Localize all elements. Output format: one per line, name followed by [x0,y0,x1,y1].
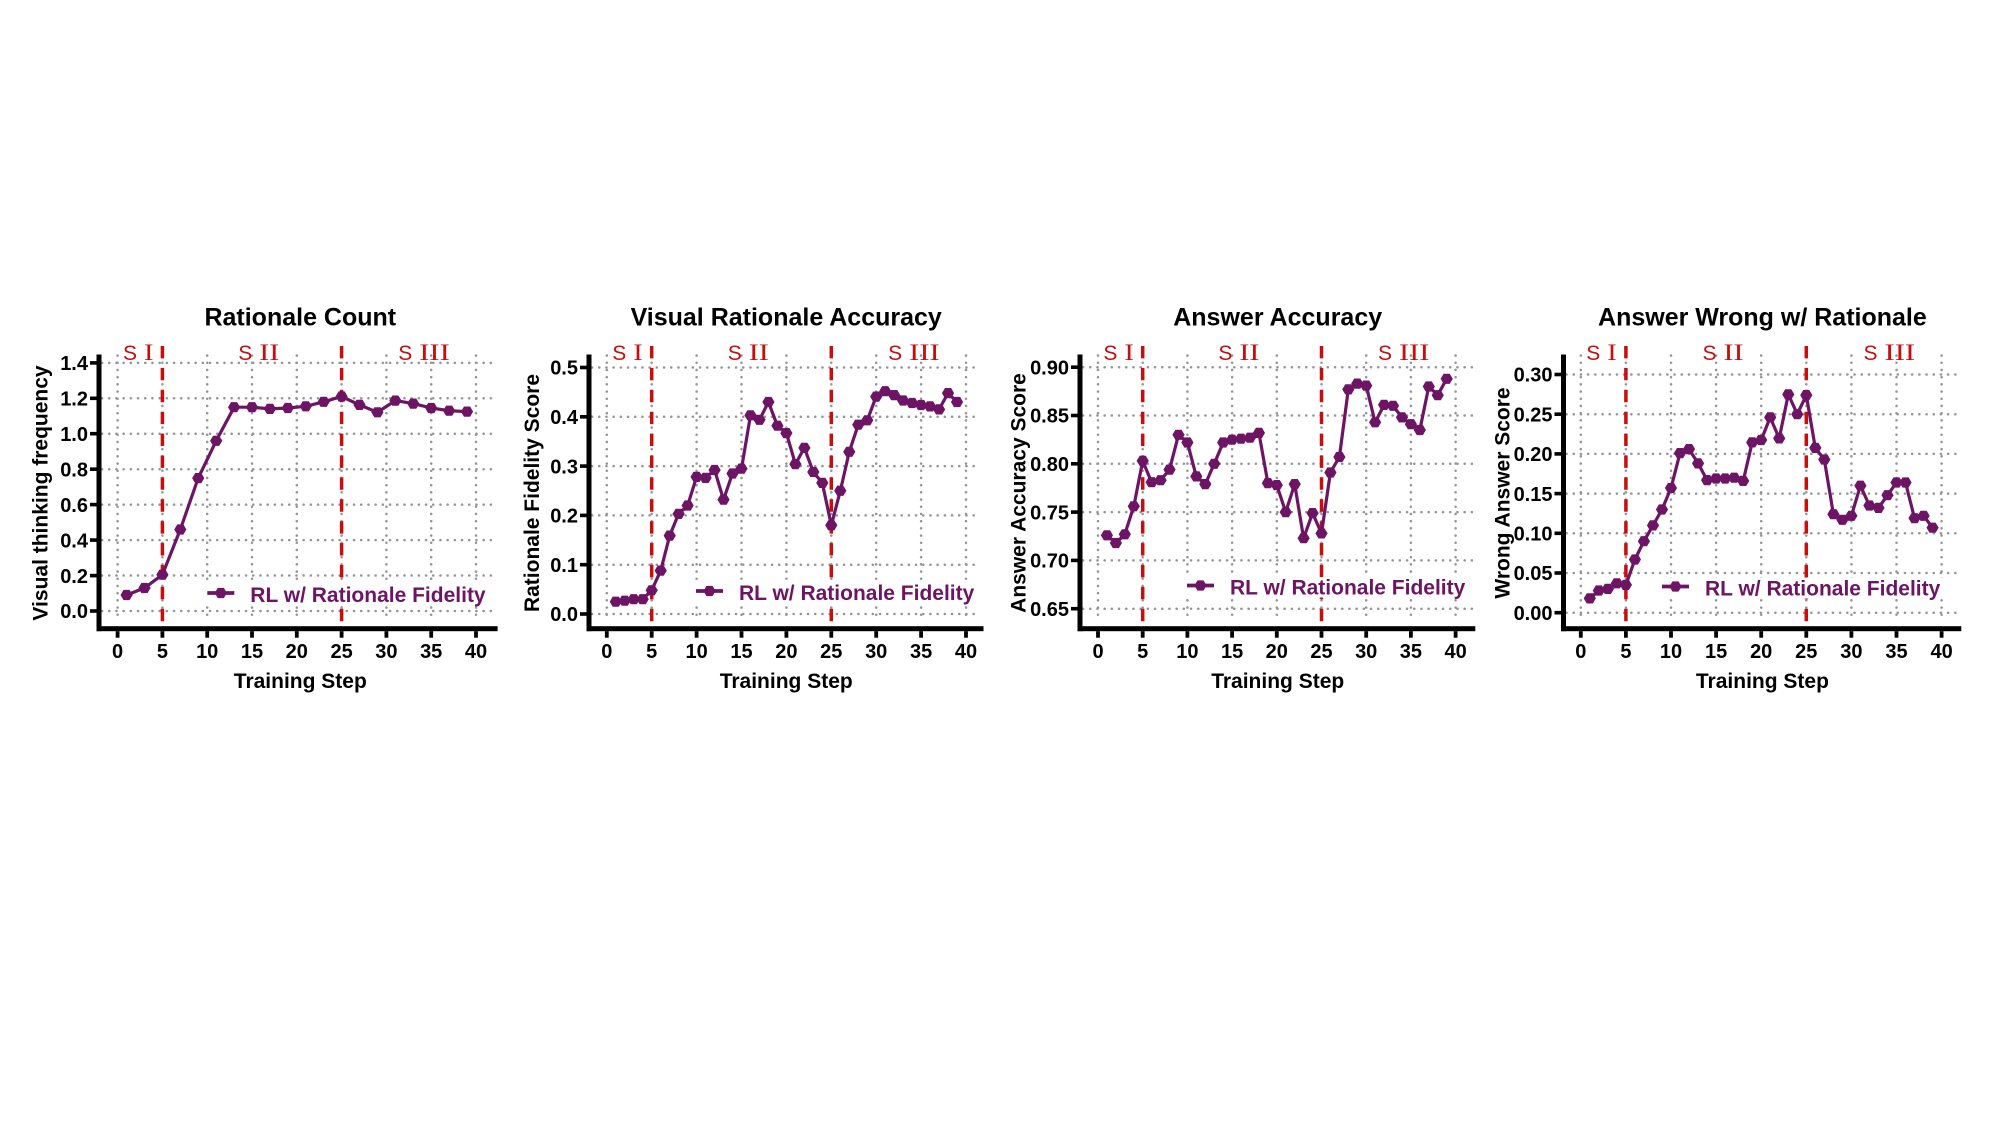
svg-text:10: 10 [1660,641,1682,663]
svg-text:0.30: 0.30 [1514,365,1553,387]
svg-text:0.0: 0.0 [550,604,578,626]
svg-text:0: 0 [601,641,612,663]
svg-text:5: 5 [1620,641,1631,663]
svg-text:10: 10 [1176,641,1198,663]
svg-text:30: 30 [1840,641,1862,663]
svg-text:15: 15 [1705,641,1727,663]
svg-text:5: 5 [1137,641,1148,663]
svg-text:0.8: 0.8 [60,459,88,481]
svg-text:0.75: 0.75 [1030,502,1069,524]
svg-text:Answer Wrong w/ Rationale: Answer Wrong w/ Rationale [1598,303,1927,331]
svg-text:30: 30 [865,641,887,663]
svg-text:Training Step: Training Step [720,670,853,693]
svg-text:0.15: 0.15 [1514,484,1553,506]
svg-text:0.65: 0.65 [1030,599,1069,621]
svg-text:5: 5 [157,641,168,663]
svg-text:35: 35 [1400,641,1422,663]
svg-text:SII: S II [1218,340,1259,365]
svg-text:1.0: 1.0 [60,424,88,446]
svg-text:35: 35 [910,641,932,663]
svg-text:SII: S II [728,340,769,365]
svg-text:RL w/ Rationale Fidelity: RL w/ Rationale Fidelity [250,584,486,607]
svg-text:0.5: 0.5 [550,358,578,380]
svg-text:0.2: 0.2 [550,506,578,528]
svg-text:0.25: 0.25 [1514,404,1553,426]
svg-text:10: 10 [685,641,707,663]
svg-text:0: 0 [1092,641,1103,663]
svg-text:RL w/ Rationale Fidelity: RL w/ Rationale Fidelity [739,582,975,605]
svg-text:0.4: 0.4 [550,407,579,429]
svg-text:RL w/ Rationale Fidelity: RL w/ Rationale Fidelity [1230,577,1466,600]
svg-text:SI: SI [1103,340,1134,365]
svg-text:0.1: 0.1 [550,555,578,577]
svg-text:Visual thinking frequency: Visual thinking frequency [30,365,53,620]
svg-text:0.2: 0.2 [60,566,88,588]
svg-text:1.4: 1.4 [60,353,89,375]
svg-text:0.0: 0.0 [60,601,88,623]
svg-text:Training Step: Training Step [1211,670,1344,693]
svg-text:0.85: 0.85 [1030,406,1069,428]
svg-text:0: 0 [1575,641,1586,663]
svg-text:SI: SI [612,340,643,365]
svg-text:25: 25 [820,641,842,663]
svg-text:40: 40 [1930,641,1952,663]
svg-text:0.6: 0.6 [60,495,88,517]
svg-text:SI: SI [123,340,154,365]
svg-text:20: 20 [1750,641,1772,663]
svg-text:Answer Accuracy: Answer Accuracy [1173,303,1382,331]
svg-text:15: 15 [241,641,263,663]
svg-text:Rationale Fidelity Score: Rationale Fidelity Score [521,374,544,612]
svg-text:15: 15 [1221,641,1243,663]
svg-text:25: 25 [330,641,352,663]
svg-text:35: 35 [420,641,442,663]
svg-text:Answer Accuracy Score: Answer Accuracy Score [1008,373,1031,613]
svg-text:40: 40 [465,641,487,663]
svg-text:SII: S II [1702,340,1743,365]
svg-text:20: 20 [286,641,308,663]
svg-text:SII: S II [238,340,279,365]
svg-text:0.3: 0.3 [550,456,578,478]
svg-text:0.90: 0.90 [1030,357,1069,379]
svg-text:Wrong Answer Score: Wrong Answer Score [1492,387,1515,598]
svg-text:0.00: 0.00 [1514,603,1553,625]
svg-text:15: 15 [730,641,752,663]
svg-text:0.20: 0.20 [1514,444,1553,466]
svg-text:35: 35 [1885,641,1907,663]
svg-text:25: 25 [1310,641,1332,663]
svg-text:20: 20 [1266,641,1288,663]
svg-text:0.70: 0.70 [1030,551,1069,573]
svg-text:0.4: 0.4 [60,530,89,552]
svg-text:Training Step: Training Step [1696,670,1829,693]
svg-text:40: 40 [955,641,977,663]
svg-text:SI: SI [1586,340,1617,365]
svg-text:0.80: 0.80 [1030,454,1069,476]
svg-text:25: 25 [1795,641,1817,663]
svg-text:0.05: 0.05 [1514,563,1553,585]
svg-text:10: 10 [196,641,218,663]
svg-text:20: 20 [775,641,797,663]
svg-text:0: 0 [112,641,123,663]
svg-text:Visual Rationale Accuracy: Visual Rationale Accuracy [631,303,942,331]
svg-text:30: 30 [1355,641,1377,663]
svg-text:1.2: 1.2 [60,389,88,411]
svg-text:0.10: 0.10 [1514,524,1553,546]
svg-text:5: 5 [646,641,657,663]
svg-text:RL w/ Rationale Fidelity: RL w/ Rationale Fidelity [1705,578,1941,601]
svg-text:Rationale Count: Rationale Count [204,303,396,331]
svg-text:40: 40 [1444,641,1466,663]
svg-text:Training Step: Training Step [234,670,367,693]
svg-text:30: 30 [375,641,397,663]
